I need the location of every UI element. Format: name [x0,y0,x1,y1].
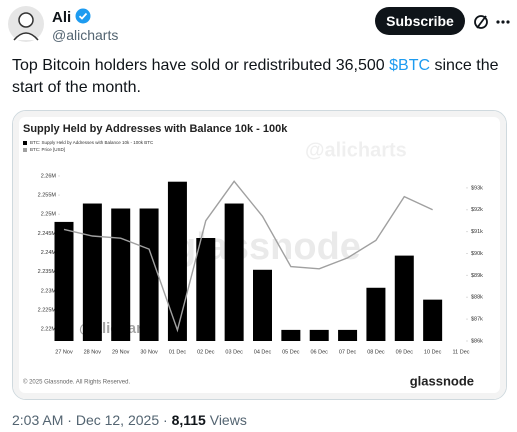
x-tick-label: 29 Nov [112,349,130,355]
time: 2:03 AM [12,412,64,428]
x-tick-label: 11 Dec [452,349,469,355]
bar [281,329,301,341]
bar [309,329,329,341]
x-tick-label: 27 Nov [55,349,73,355]
bar [338,329,358,341]
y-tick-label: 2.22M [41,327,57,333]
views-label: Views [209,412,247,428]
y2-tick-label: $92k [471,207,483,213]
y2-tick-label: $91k [471,229,483,235]
media-card[interactable]: Supply Held by Addresses with Balance 10… [12,110,507,400]
bar [253,269,272,341]
y-tick-label: 2.245M [38,231,57,237]
x-tick-label: 07 Dec [339,349,357,355]
legend-swatch [23,148,27,152]
bar [111,208,131,341]
x-tick-label: 04 Dec [254,349,272,355]
tweet-text: Top Bitcoin holders have sold or redistr… [12,55,507,99]
x-tick-label: 28 Nov [84,349,102,355]
y2-tick-label: $87k [471,317,483,323]
x-tick-label: 30 Nov [140,349,158,355]
avatar[interactable] [8,6,44,42]
y2-tick-label: $86k [471,338,483,344]
y2-tick-label: $90k [471,251,483,257]
x-tick-label: 08 Dec [367,349,385,355]
date: Dec 12, 2025 [75,412,160,428]
watermark: @alicharts [305,139,407,161]
y-tick-label: 2.23M [41,288,57,294]
bar [54,221,74,341]
logo: glassnode [410,373,474,388]
sep: · [163,412,168,428]
tweet-footer: 2:03 AM · Dec 12, 2025 · 8,115 Views [12,412,247,428]
x-tick-label: 02 Dec [197,349,215,355]
x-tick-label: 06 Dec [310,349,328,355]
name-text: Ali [52,9,72,26]
y2-tick-label: $89k [471,273,483,279]
y-tick-label: 2.235M [38,269,57,275]
views-count: 8,115 [171,412,206,428]
y-tick-label: 2.25M [41,212,57,218]
bar [82,203,102,341]
y-tick-label: 2.24M [41,250,57,256]
bar [366,287,386,341]
y2-tick-label: $93k [471,185,483,191]
text: since the start of the month. [12,57,499,96]
legend-label: BTC: Price [USD] [30,147,65,152]
sep: · [67,412,72,428]
legend-swatch [23,141,27,145]
bar [224,203,244,341]
action-icons[interactable] [472,12,512,32]
author-name[interactable]: Ali [52,8,91,26]
chart-title: Supply Held by Addresses with Balance 10… [23,123,288,135]
verified-badge [75,8,91,24]
bar [167,181,187,341]
subscribe-button[interactable]: Subscribe [375,7,465,35]
cashtag[interactable]: $BTC [389,57,431,74]
x-tick-label: 09 Dec [396,349,414,355]
price-line [63,180,433,333]
x-tick-label: 03 Dec [225,349,243,355]
bar [423,299,443,341]
x-tick-label: 05 Dec [282,349,300,355]
bar [139,208,159,341]
bar [196,237,216,341]
text: Top Bitcoin holders have sold or redistr… [12,57,390,74]
y-tick-label: 2.26M [41,173,57,179]
bar [394,255,414,341]
y-tick-label: 2.225M [38,307,57,313]
x-tick-label: 01 Dec [169,349,187,355]
author-handle[interactable]: @alicharts [52,27,119,43]
copyright: © 2025 Glassnode. All Rights Reserved. [23,379,130,386]
y-tick-label: 2.255M [38,193,57,199]
chart: Supply Held by Addresses with Balance 10… [13,111,506,399]
legend-label: BTC: Supply Held by Addresses with Balan… [30,140,154,145]
y2-tick-label: $88k [471,295,483,301]
x-tick-label: 10 Dec [424,349,442,355]
